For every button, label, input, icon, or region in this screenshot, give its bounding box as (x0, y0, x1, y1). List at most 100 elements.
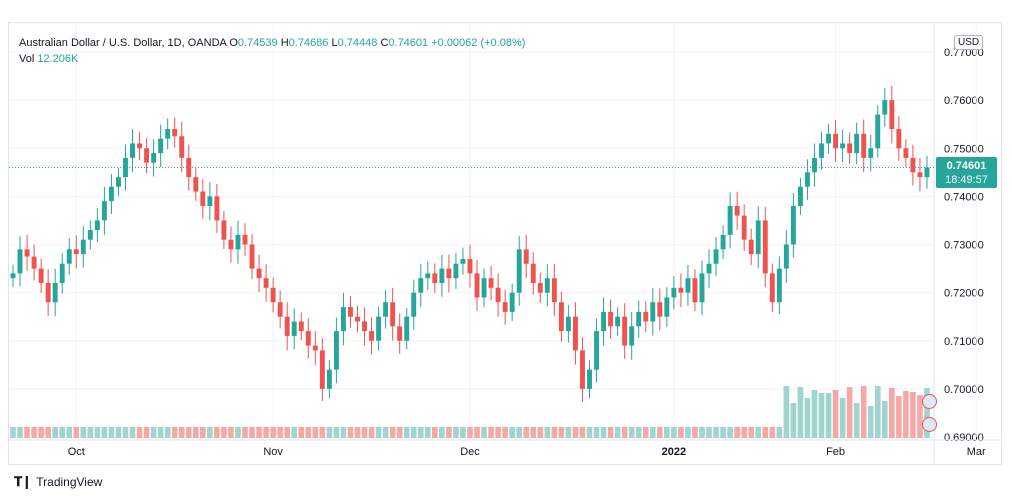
candle-body (284, 316, 290, 336)
volume-bar (284, 427, 291, 438)
x-tick-label: Dec (460, 446, 480, 458)
candle-body (861, 133, 867, 158)
volume-bar (896, 396, 902, 438)
volume-bar (579, 427, 586, 438)
candle-body (706, 263, 712, 274)
candle-body (819, 143, 824, 158)
volume-bar (298, 427, 305, 438)
currency-button[interactable]: USD (954, 35, 984, 50)
candle-body (896, 129, 902, 149)
volume-bar (87, 427, 94, 438)
candle-body (762, 220, 768, 274)
volume-bar (593, 427, 600, 438)
symbol-title[interactable]: Australian Dollar / U.S. Dollar, 1D, OAN… (19, 37, 227, 49)
candle-body (439, 268, 445, 283)
candle-body (776, 268, 782, 303)
candle-body (643, 311, 649, 322)
candle-body (488, 278, 494, 288)
volume-bar (825, 393, 832, 438)
us-flag-icon[interactable] (922, 417, 937, 432)
volume-bar (319, 427, 326, 438)
tradingview-brand[interactable]: 𝐓❙ TradingView (14, 474, 102, 490)
candle-body (326, 369, 332, 389)
volume-bar (692, 427, 698, 438)
volume-bar (24, 427, 30, 438)
volume-bar (235, 427, 241, 438)
candle-body (868, 148, 874, 158)
candle-body (889, 100, 895, 129)
y-tick-label: 0.72000 (944, 288, 984, 300)
candle-body (235, 234, 241, 250)
candle-body (910, 157, 916, 173)
candle-body (924, 167, 930, 178)
candle-body (502, 302, 508, 312)
volume-bar (361, 427, 368, 438)
volume-bar (270, 427, 276, 438)
candle-body (580, 350, 585, 389)
volume-bar (214, 427, 220, 438)
candle-body (692, 278, 698, 303)
candle-body (657, 302, 663, 317)
volume-bar (741, 427, 747, 438)
volume-bar (832, 390, 839, 438)
candle-body (10, 273, 16, 279)
volume-bar (143, 427, 150, 438)
volume-bar (185, 427, 192, 438)
volume-bar (115, 427, 122, 438)
candle-body (348, 307, 353, 317)
last-price-tag: 0.74601 18:49:57 (936, 157, 997, 188)
y-tick-label: 0.74000 (944, 191, 984, 203)
volume-bar (713, 427, 719, 438)
y-tick-label: 0.71000 (944, 336, 984, 348)
candle-body (362, 321, 367, 332)
volume-bar (734, 427, 740, 438)
candle-body (509, 292, 515, 312)
candle-body (404, 316, 410, 341)
volume-bar (790, 403, 797, 438)
volume-bar (256, 427, 262, 438)
volume-bar (551, 427, 558, 438)
candle-body (17, 249, 23, 274)
volume-bar (263, 427, 269, 438)
candle-body (741, 215, 747, 240)
candle-body (45, 283, 51, 303)
volume-bar (924, 388, 930, 438)
volume-bar (706, 427, 712, 438)
volume-bar (221, 427, 227, 438)
candle-body (256, 268, 262, 279)
candle-body (833, 133, 839, 149)
volume-bar (804, 398, 811, 438)
volume-bar (572, 427, 579, 438)
candle-body (685, 278, 691, 293)
volume-bar (755, 427, 762, 438)
au-flag-icon[interactable] (922, 394, 937, 409)
volume-bar (171, 427, 178, 438)
candle-body (572, 316, 578, 351)
volume-bar (762, 427, 769, 438)
volume-bar (565, 427, 572, 438)
candle-body (790, 206, 796, 245)
change-value: +0.00062 (+0.08%) (431, 37, 526, 49)
volume-bar (867, 406, 874, 438)
candle-body (453, 263, 459, 279)
chart-legend: Australian Dollar / U.S. Dollar, 1D, OAN… (19, 35, 525, 67)
volume-bar (537, 427, 544, 438)
volume-bar (642, 427, 649, 438)
volume-bar (516, 427, 523, 438)
volume-bar (720, 427, 726, 438)
volume-bar (628, 427, 635, 438)
candle-body (875, 114, 881, 149)
volume-bar (439, 427, 445, 438)
volume-bar (410, 427, 417, 438)
low-label: L (331, 37, 338, 49)
volume-bar (474, 427, 480, 438)
brand-name: TradingView (36, 475, 103, 489)
candle-body (221, 220, 227, 240)
candle-body (397, 326, 403, 341)
volume-bar (333, 427, 340, 438)
volume-bar (66, 427, 73, 438)
volume-bar (671, 427, 677, 438)
volume-bar (101, 427, 108, 438)
y-tick-label: 0.70000 (944, 384, 984, 396)
